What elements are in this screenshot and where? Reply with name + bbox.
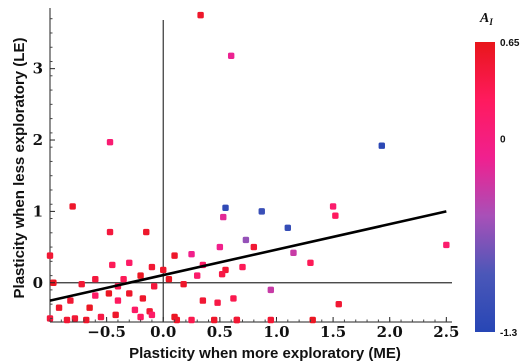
data-point xyxy=(239,263,246,271)
data-point xyxy=(258,208,265,215)
data-point xyxy=(267,316,275,324)
data-point xyxy=(148,263,156,271)
y-axis-ticks: 0 1 2 3 xyxy=(33,18,55,319)
data-point xyxy=(83,316,90,324)
data-point xyxy=(443,241,450,249)
colorbar-gradient xyxy=(475,42,495,332)
colorbar-title-base: A xyxy=(479,11,489,26)
data-point xyxy=(92,292,99,299)
data-point xyxy=(233,316,241,324)
data-point xyxy=(137,313,144,321)
data-point xyxy=(227,52,235,60)
data-point xyxy=(329,203,337,210)
colorbar: AI 0.65 0 -1.3 xyxy=(475,11,520,339)
y-tick-label: 2 xyxy=(33,131,43,149)
data-point xyxy=(160,266,167,274)
data-point xyxy=(309,316,316,324)
x-tick-label: 2.5 xyxy=(433,323,459,341)
data-point xyxy=(180,280,187,288)
data-point xyxy=(78,280,85,288)
data-point xyxy=(97,313,105,321)
data-point xyxy=(197,11,204,19)
data-point xyxy=(222,204,229,212)
data-point xyxy=(290,249,297,256)
data-point xyxy=(188,316,195,324)
data-point xyxy=(284,224,292,231)
data-point xyxy=(267,286,275,294)
data-point xyxy=(120,275,127,283)
data-point xyxy=(131,306,139,314)
data-point xyxy=(218,270,226,278)
data-point xyxy=(230,295,237,302)
data-point xyxy=(250,243,258,251)
x-tick-label: 0.0 xyxy=(150,323,176,341)
colorbar-title: AI xyxy=(479,11,493,27)
data-point xyxy=(335,300,342,308)
y-axis-title: Plasticity when less exploratory (LE) xyxy=(11,38,28,299)
data-point xyxy=(210,316,218,324)
x-axis-ticks: −0.5 0.0 0.5 1.0 1.5 2.0 2.5 xyxy=(49,317,459,341)
data-point xyxy=(165,275,173,283)
data-point xyxy=(126,259,133,266)
data-point xyxy=(188,251,195,258)
colorbar-title-sub: I xyxy=(488,17,493,27)
data-point xyxy=(67,297,74,304)
data-point xyxy=(242,236,250,244)
data-point xyxy=(173,316,181,324)
x-tick-label: 2.0 xyxy=(377,323,403,341)
data-point xyxy=(137,272,144,279)
data-point xyxy=(378,142,385,149)
data-point xyxy=(216,243,224,251)
data-point xyxy=(148,311,156,319)
colorbar-ticks: 0.65 0 -1.3 xyxy=(500,38,520,339)
colorbar-tick-label: -1.3 xyxy=(500,328,518,339)
y-tick-label: 3 xyxy=(33,60,43,78)
data-point xyxy=(114,297,122,304)
data-point xyxy=(55,304,63,311)
data-point xyxy=(106,228,114,236)
x-tick-label: −0.5 xyxy=(87,323,126,341)
reference-lines xyxy=(50,20,452,322)
data-point xyxy=(126,290,133,297)
data-point xyxy=(139,295,147,302)
regression-line-group xyxy=(49,210,447,302)
data-point xyxy=(46,252,54,259)
y-tick-label: 1 xyxy=(33,202,43,220)
data-point xyxy=(106,138,114,146)
data-point xyxy=(112,311,119,319)
data-point xyxy=(194,272,201,279)
x-tick-label: 1.5 xyxy=(320,323,346,341)
data-point xyxy=(220,213,227,221)
colorbar-tick-label: 0 xyxy=(500,135,506,146)
data-point xyxy=(69,203,76,210)
x-tick-label: 1.0 xyxy=(263,323,289,341)
data-point xyxy=(171,252,178,259)
data-point xyxy=(63,316,71,324)
regression-line xyxy=(49,210,447,302)
data-point xyxy=(71,315,79,322)
colorbar-tick-label: 0.65 xyxy=(500,38,520,49)
data-point xyxy=(150,283,158,290)
data-point xyxy=(307,259,314,266)
data-point xyxy=(92,275,99,283)
data-point xyxy=(86,304,93,311)
data-point xyxy=(105,290,113,297)
x-tick-label: 0.5 xyxy=(207,323,233,341)
data-point xyxy=(214,299,221,306)
x-axis-title: Plasticity when more exploratory (ME) xyxy=(129,345,401,362)
plot-frame xyxy=(49,8,452,323)
data-point xyxy=(332,212,339,219)
data-points xyxy=(46,11,450,324)
y-tick-label: 0 xyxy=(33,274,43,292)
data-point xyxy=(143,228,150,236)
data-point xyxy=(109,261,116,269)
data-point xyxy=(199,297,207,304)
